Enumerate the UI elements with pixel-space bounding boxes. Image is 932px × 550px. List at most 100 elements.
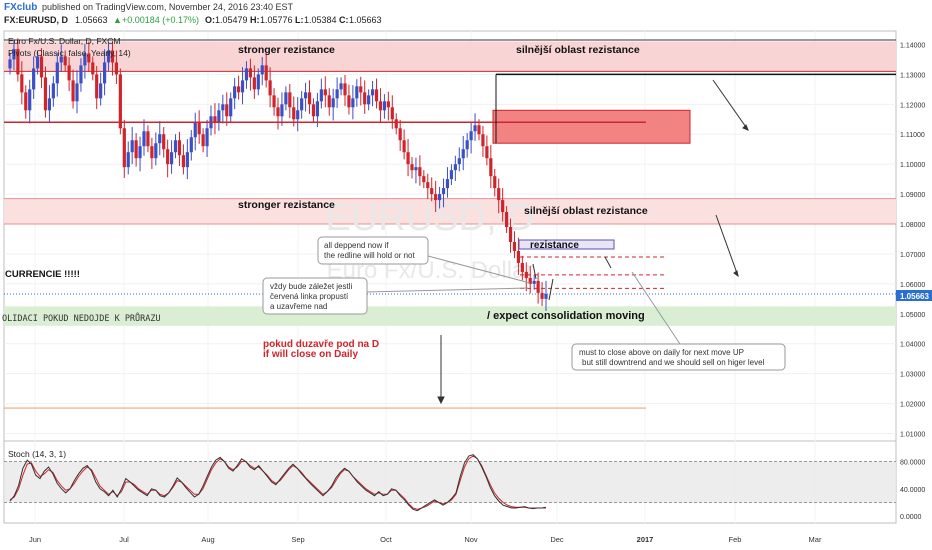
candle-body (221, 104, 225, 111)
price-axis: 1.14000 1.13000 1.12000 1.11000 1.10000 1.090… (900, 42, 925, 438)
candle-body (114, 62, 119, 75)
candle-body (504, 212, 509, 228)
candle-body (367, 95, 371, 105)
candle-body (280, 104, 284, 117)
candle-body (378, 101, 383, 111)
time-tick-label: Sep (291, 535, 304, 544)
annotation-pokud-1: pokud duzavře pod na D (263, 339, 379, 350)
candle-body (528, 277, 532, 284)
low-label: L: (295, 15, 304, 25)
candle-body (319, 89, 323, 102)
plot-frame (3, 30, 897, 524)
candle-body (536, 280, 540, 293)
candle-body (248, 68, 253, 78)
candle-body (244, 68, 249, 81)
candle-body (398, 128, 402, 141)
callout-vzdy-pointer (366, 287, 529, 293)
candle-body (12, 48, 16, 60)
zone-mid-resistance (4, 198, 896, 225)
close-label: C: (339, 15, 349, 25)
candle-body (497, 188, 501, 201)
candle-body (434, 194, 438, 201)
candle-body (501, 200, 505, 213)
candle-body (441, 188, 446, 195)
arrowhead-icon (733, 270, 739, 278)
price-tick-label: 1.09000 (900, 192, 925, 199)
candle-body (95, 74, 99, 99)
price-tick-label: 1.13000 (900, 72, 925, 79)
candle-body (410, 164, 414, 171)
stoch-tick-label: 40.0000 (900, 487, 925, 494)
candle-body (233, 86, 237, 99)
candle-body (150, 146, 154, 159)
candle-body (516, 250, 521, 263)
candle-body (87, 53, 91, 63)
annotation-pokud-2: if will close on Daily (263, 349, 358, 360)
candle-body (138, 146, 142, 159)
candle-body (99, 83, 103, 99)
symbol-label: FX:EURUSD, D (4, 15, 69, 25)
time-tick-label: Dec (550, 535, 564, 544)
candle-body (351, 98, 355, 108)
candle-body (134, 140, 138, 159)
rezistance-box (518, 239, 615, 250)
callout-vzdy-line2: červená linka propustí (270, 292, 349, 301)
annotation-stronger-top: stronger rezistance (238, 44, 335, 56)
candle-body (162, 134, 166, 150)
annotation-currencie: CURRENCIE !!!!! (5, 269, 80, 280)
candle-body (118, 74, 122, 129)
candle-body (122, 128, 126, 168)
arrow-icon-small-down2 (604, 256, 612, 269)
candle-body (477, 125, 481, 135)
candle-body (453, 164, 457, 171)
price-tick-label: 1.14000 (900, 42, 925, 49)
callout-must-pointer (631, 271, 681, 345)
annotation-rezistance: rezistance (530, 240, 579, 251)
candle-body (236, 86, 241, 93)
price-tick-label: 1.04000 (900, 342, 925, 349)
candle-body (35, 56, 40, 69)
candles (8, 38, 548, 311)
callout-must-line1: must to close above on daily for next mo… (579, 348, 744, 357)
candle-body (142, 131, 146, 147)
candle-body (382, 101, 387, 111)
price-tick-label: 1.08000 (900, 222, 925, 229)
candle-body (402, 140, 406, 153)
time-axis: Jun Jul Aug Sep Oct Nov Dec 2017 Feb Mar (29, 535, 822, 544)
candle-body (201, 134, 205, 147)
open-value: 1.05479 (215, 15, 248, 25)
price-tick-label: 1.06000 (900, 282, 925, 289)
candle-body (449, 170, 454, 180)
candle-body (532, 280, 536, 284)
price-tick-label: 1.01000 (900, 432, 925, 439)
candle-body (292, 107, 296, 120)
price-tick-label: 1.03000 (900, 372, 925, 379)
last-price-tag-bg (896, 290, 932, 301)
candle-body (8, 59, 12, 69)
candle-body (422, 176, 426, 183)
candle-body (51, 83, 55, 99)
price-levels (4, 73, 896, 295)
candle-body (205, 128, 209, 147)
candle-body (461, 149, 465, 159)
candle-body (71, 80, 75, 102)
arrow-icon-top-right (712, 79, 749, 131)
stoch-k-line (9, 454, 547, 512)
candle-body (335, 89, 339, 99)
published-note: published on TradingView.com, November 2… (42, 2, 293, 12)
callout-depend (317, 236, 429, 265)
candle-body (374, 89, 379, 102)
close-value: 1.05663 (349, 15, 382, 25)
candle-body (311, 104, 316, 117)
candle-body (414, 167, 418, 171)
grid (4, 31, 896, 523)
arrow-icon-small-up (548, 278, 554, 301)
candle-body (154, 143, 158, 159)
annotation-stronger-mid: stronger rezistance (238, 199, 335, 211)
last-price-tag: 1.05663 (896, 290, 932, 301)
stoch-label: Stoch (14, 3, 1) (8, 449, 66, 459)
candle-body (130, 140, 134, 153)
time-tick-label: Feb (729, 535, 742, 544)
last-price-tag-value: 1.05663 (900, 292, 929, 301)
candle-body (390, 107, 394, 120)
